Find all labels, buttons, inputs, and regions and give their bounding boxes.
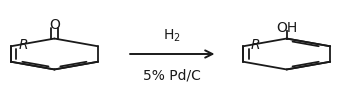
Text: O: O xyxy=(49,18,60,32)
Text: R: R xyxy=(251,38,260,52)
Text: R: R xyxy=(18,38,28,52)
Text: H$_2$: H$_2$ xyxy=(163,28,181,44)
Text: 5% Pd/C: 5% Pd/C xyxy=(143,68,201,82)
Text: OH: OH xyxy=(276,21,297,35)
